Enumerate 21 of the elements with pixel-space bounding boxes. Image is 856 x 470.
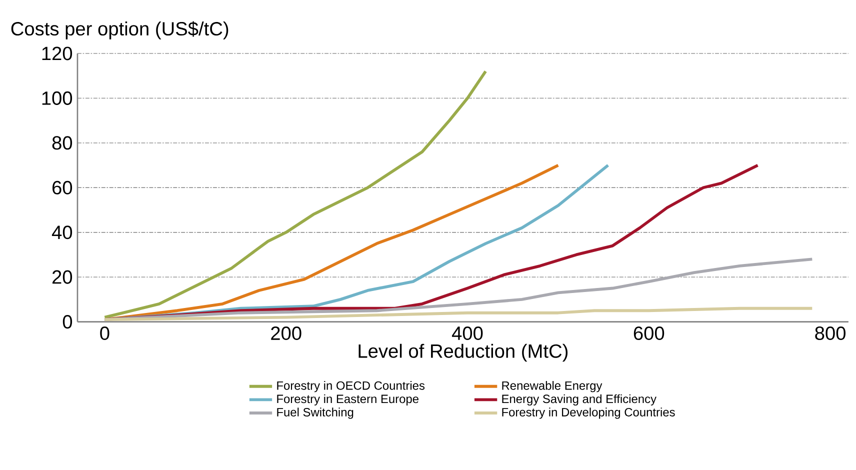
y-tick-label: 20 [52,270,72,284]
y-tick-label: 100 [42,91,72,105]
y-tick-label: 0 [62,315,72,329]
x-tick-label: 400 [452,326,483,340]
legend-label: Forestry in Developing Countries [502,408,675,419]
legend-label: Renewable Energy [502,381,602,392]
x-tick-label: 0 [100,326,110,340]
y-tick-label: 60 [52,180,72,194]
y-tick-label: 80 [52,136,72,150]
x-tick-label: 600 [634,326,664,340]
legend-label: Fuel Switching [277,408,354,419]
x-axis-title: Level of Reduction (MtC) [358,344,568,362]
line-series [103,306,814,322]
y-tick-label: 40 [52,226,72,240]
x-tick-label: 800 [815,326,846,340]
legend-label: Forestry in Eastern Europe [277,394,418,406]
legend-label: Energy Saving and Efficiency [502,394,656,406]
y-tick-label: 120 [42,46,72,60]
y-axis-title: Costs per option (US$/tC) [11,21,228,40]
x-tick-label: 200 [271,326,302,340]
legend-label: Forestry in OECD Countries [277,381,425,392]
